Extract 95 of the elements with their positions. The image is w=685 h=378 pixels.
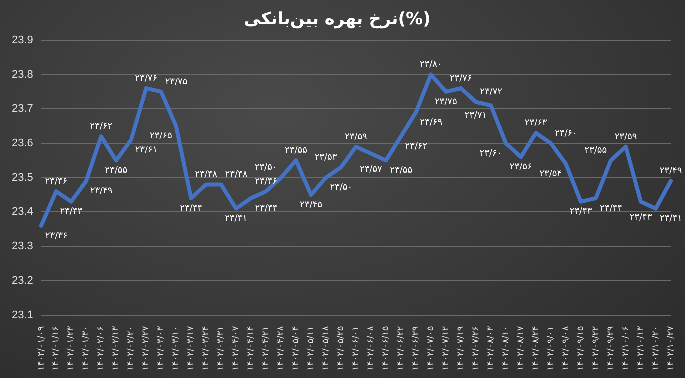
x-tick-label: ۱۴۰۲/۰۵/۲۵ xyxy=(336,326,347,372)
x-tick-label: ۱۴۰۲/۰۸/۱۷ xyxy=(516,326,526,372)
data-label: ۲۳/۵۹ xyxy=(614,132,638,142)
data-label: ۲۳/۵۶ xyxy=(510,162,532,173)
x-tick-label: ۱۴۰۲/۰۶/۱۵ xyxy=(382,326,392,372)
data-label: ۲۳/۴۴ xyxy=(180,204,203,214)
data-label: ۲۳/۴۴ xyxy=(600,204,623,214)
x-tick-label: ۱۴۰۲/۰۹/۲۲ xyxy=(591,326,602,372)
x-tick-label: ۱۴۰۲/۰۸/۲۴ xyxy=(531,326,542,372)
y-tick-label: 23.6 xyxy=(12,138,34,150)
data-label: ۲۳/۶۵ xyxy=(150,132,172,142)
x-tick-label: ۱۴۰۲/۰۳/۱۷ xyxy=(186,326,197,372)
x-tick-label: ۱۴۰۲/۰۳/۳۱ xyxy=(216,326,227,372)
x-tick-label: ۱۴۰۲/۰۳/۱۰ xyxy=(172,326,182,372)
x-tick-label: ۱۴۰۲/۰۷/۱۲ xyxy=(441,326,452,372)
x-tick-label: ۱۴۰۲/۰۹/۰۱ xyxy=(546,326,556,372)
data-label: ۲۳/۷۶ xyxy=(135,74,158,84)
x-tick-label: ۱۴۰۲/۰۲/۰۶ xyxy=(96,326,107,372)
y-tick-label: 23.4 xyxy=(12,206,34,218)
chart-title: نرخ بهره بین‌بانکی(%) xyxy=(244,10,431,30)
data-label: ۲۳/۵۵ xyxy=(105,166,128,176)
x-tick-label: ۱۴۰۲/۰۶/۰۸ xyxy=(366,326,377,372)
data-label: ۲۳/۷۵ xyxy=(434,97,458,108)
x-tick-label: ۱۴۰۲/۰۶/۲۹ xyxy=(412,326,422,372)
x-tick-label: ۱۴۰۲/۰۱/۲۳ xyxy=(66,326,77,372)
data-label: ۲۳/۴۵ xyxy=(300,200,323,210)
data-label: ۲۳/۶۹ xyxy=(420,118,443,128)
data-label: ۲۳/۷۵ xyxy=(165,77,188,88)
x-tick-label: ۱۴۰۲/۰۱/۱۶ xyxy=(52,326,62,372)
x-tick-label: ۱۴۰۲/۰۴/۱۴ xyxy=(246,326,257,372)
x-tick-label: ۱۴۰۲/۰۹/۱۵ xyxy=(576,326,586,372)
y-tick-label: 23.7 xyxy=(12,103,34,116)
x-tick-label: ۱۴۰۲/۰۴/۲۸ xyxy=(276,326,287,372)
data-label: ۲۳/۵۹ xyxy=(345,132,368,142)
y-tick-label: 23.9 xyxy=(12,34,34,46)
x-tick-label: ۱۴۰۲/۱۰/۲۰ xyxy=(651,326,662,372)
x-tick-label: ۱۴۰۲/۰۸/۱۰ xyxy=(501,326,512,372)
data-label: ۲۳/۵۵ xyxy=(584,146,608,156)
data-label: ۲۳/۳۶ xyxy=(45,231,68,242)
data-label: ۲۳/۵۳ xyxy=(314,152,338,163)
data-label: ۲۳/۴۶ xyxy=(45,176,68,187)
x-tick-label: ۱۴۰۲/۰۲/۲۷ xyxy=(142,326,152,372)
x-tick-label: ۱۴۰۲/۰۹/۰۸ xyxy=(561,326,572,372)
x-tick-label: ۱۴۰۲/۰۱/۳۰ xyxy=(82,326,92,372)
data-label: ۲۳/۶۲ xyxy=(90,122,113,132)
data-label: ۲۳/۷۶ xyxy=(450,74,472,84)
x-tick-label: ۱۴۰۲/۰۶/۰۱ xyxy=(352,326,362,372)
x-tick-label: ۱۴۰۲/۰۵/۰۴ xyxy=(292,326,302,372)
x-tick-label: ۱۴۰۲/۰۵/۱۸ xyxy=(322,326,332,372)
data-label: ۲۳/۴۳ xyxy=(60,207,83,218)
x-tick-label: ۱۴۰۲/۰۷/۲۶ xyxy=(471,326,482,372)
x-tick-label: ۱۴۰۲/۰۵/۱۱ xyxy=(306,326,317,372)
data-label: ۲۳/۵۰ xyxy=(254,163,278,174)
x-tick-label: ۱۴۰۲/۰۱/۰۹ xyxy=(36,326,47,372)
x-tick-label: ۱۴۰۲/۰۲/۲۰ xyxy=(126,326,137,372)
y-tick-label: 23.1 xyxy=(12,309,34,322)
x-tick-label: ۱۴۰۲/۰۷/۱۹ xyxy=(456,326,466,372)
x-tick-label: ۱۴۰۲/۱۰/۰۶ xyxy=(621,326,632,372)
y-tick-label: 23.3 xyxy=(12,240,34,253)
x-tick-label: ۱۴۰۲/۰۷/۰۵ xyxy=(426,326,436,372)
x-tick-label: ۱۴۰۲/۰۲/۱۳ xyxy=(112,326,122,372)
x-tick-label: ۱۴۰۲/۰۹/۲۹ xyxy=(606,326,616,372)
data-label: ۲۳/۵۵ xyxy=(390,166,413,176)
x-tick-label: ۱۴۰۲/۱۰/۱۳ xyxy=(636,326,646,372)
x-tick-label: ۱۴۰۲/۰۳/۲۴ xyxy=(202,326,212,372)
data-label: ۲۳/۶۰ xyxy=(480,148,502,159)
data-label: ۲۳/۵۰ xyxy=(330,183,353,194)
data-label: ۲۳/۶۱ xyxy=(135,145,158,156)
data-label: ۲۳/۶۳ xyxy=(524,118,548,129)
data-label: ۲۳/۵۷ xyxy=(360,165,383,176)
data-label: ۲۳/۴۱ xyxy=(225,214,248,224)
y-tick-label: 23.2 xyxy=(12,274,34,287)
x-tick-label: ۱۴۰۲/۰۶/۲۲ xyxy=(396,326,407,372)
data-label: ۲۳/۴۸ xyxy=(195,170,218,180)
data-label: ۲۳/۴۳ xyxy=(630,213,652,224)
data-label: ۲۳/۵۵ xyxy=(285,146,308,156)
data-label: ۲۳/۴۸ xyxy=(225,170,248,180)
data-label: ۲۳/۷۲ xyxy=(480,88,503,98)
data-label: ۲۳/۶۰ xyxy=(555,128,578,139)
data-label: ۲۳/۴۹ xyxy=(90,186,113,197)
data-label: ۲۳/۷۱ xyxy=(464,111,488,122)
data-label: ۲۳/۴۹ xyxy=(660,166,682,177)
x-tick-label: ۱۴۰۲/۰۴/۲۱ xyxy=(262,326,272,372)
x-tick-label: ۱۴۰۲/۰۸/۰۳ xyxy=(486,326,496,372)
data-label: ۲۳/۵۴ xyxy=(540,169,562,180)
x-tick-label: ۱۴۰۲/۱۰/۲۷ xyxy=(666,326,676,372)
data-label: ۲۳/۴۴ xyxy=(255,204,278,214)
x-tick-label: ۱۴۰۲/۰۳/۰۳ xyxy=(156,326,167,372)
data-label: ۲۳/۴۳ xyxy=(570,207,592,218)
data-label: ۲۳/۶۲ xyxy=(405,142,428,152)
y-tick-label: 23.8 xyxy=(12,68,34,81)
y-tick-label: 23.5 xyxy=(12,172,34,184)
data-label: ۲۳/۴۱ xyxy=(660,214,682,224)
data-label: ۲۳/۸۰ xyxy=(420,60,442,70)
x-tick-label: ۱۴۰۲/۰۴/۰۷ xyxy=(232,326,242,372)
